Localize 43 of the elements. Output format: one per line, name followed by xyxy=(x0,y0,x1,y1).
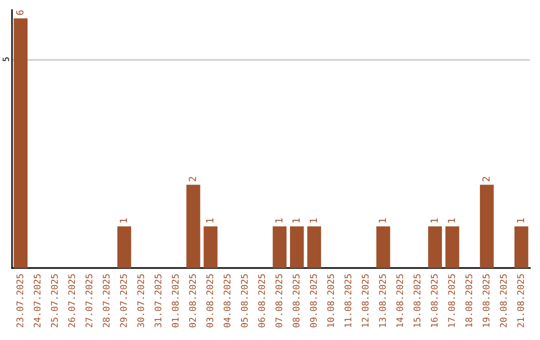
x-tick-label: 19.08.2025 xyxy=(482,274,490,327)
data-label: 1 xyxy=(516,218,524,222)
x-tick-label: 05.08.2025 xyxy=(240,274,248,328)
x-tick-label: 14.08.2025 xyxy=(396,274,404,327)
x-tick-label: 16.08.2025 xyxy=(430,274,438,327)
x-tick-label: 26.07.2025 xyxy=(68,274,76,328)
x-tick-label: 17.08.2025 xyxy=(448,274,455,327)
x-tick-label: 03.08.2025 xyxy=(206,274,214,328)
x-tick-label: 10.08.2025 xyxy=(327,274,334,327)
x-tick-label: 23.07.2025 xyxy=(16,274,24,328)
x-tick-label: 21.08.2025 xyxy=(517,274,524,328)
x-tick-label: 02.08.2025 xyxy=(189,274,196,328)
x-tick-label: 27.07.2025 xyxy=(86,274,92,328)
x-tick-label: 01.08.2025 xyxy=(172,274,179,328)
x-tick-label: 08.08.2025 xyxy=(292,274,300,328)
x-tick-label: 13.08.2025 xyxy=(379,274,386,327)
data-label: 2 xyxy=(482,176,490,182)
x-tick-label: 24.07.2025 xyxy=(34,274,41,328)
data-label: 1 xyxy=(430,218,438,222)
y-tick-label: 5 xyxy=(2,57,9,62)
x-tick-label: 04.08.2025 xyxy=(224,274,230,328)
data-label: 6 xyxy=(16,10,24,15)
data-label: 1 xyxy=(292,218,300,222)
x-tick-label: 07.08.2025 xyxy=(275,274,282,328)
x-tick-label: 11.08.2025 xyxy=(344,274,352,327)
data-label: 2 xyxy=(188,176,196,182)
x-tick-label: 25.07.2025 xyxy=(50,274,58,328)
data-label: 1 xyxy=(120,218,127,222)
x-tick-label: 29.07.2025 xyxy=(120,274,127,328)
x-tick-label: 20.08.2025 xyxy=(500,274,507,328)
x-tick-label: 12.08.2025 xyxy=(362,274,369,327)
data-label: 1 xyxy=(275,218,282,222)
x-tick-label: 28.07.2025 xyxy=(102,274,110,328)
data-label: 1 xyxy=(206,218,214,222)
data-label: 1 xyxy=(310,218,317,222)
x-tick-label: 06.08.2025 xyxy=(258,274,266,328)
data-label: 1 xyxy=(448,218,456,222)
x-tick-label: 30.07.2025 xyxy=(137,274,144,328)
x-tick-label: 15.08.2025 xyxy=(414,274,420,327)
data-label: 1 xyxy=(378,218,386,222)
x-tick-label: 09.08.2025 xyxy=(310,274,317,328)
x-tick-label: 18.08.2025 xyxy=(465,274,472,327)
x-tick-label: 31.07.2025 xyxy=(154,274,162,328)
